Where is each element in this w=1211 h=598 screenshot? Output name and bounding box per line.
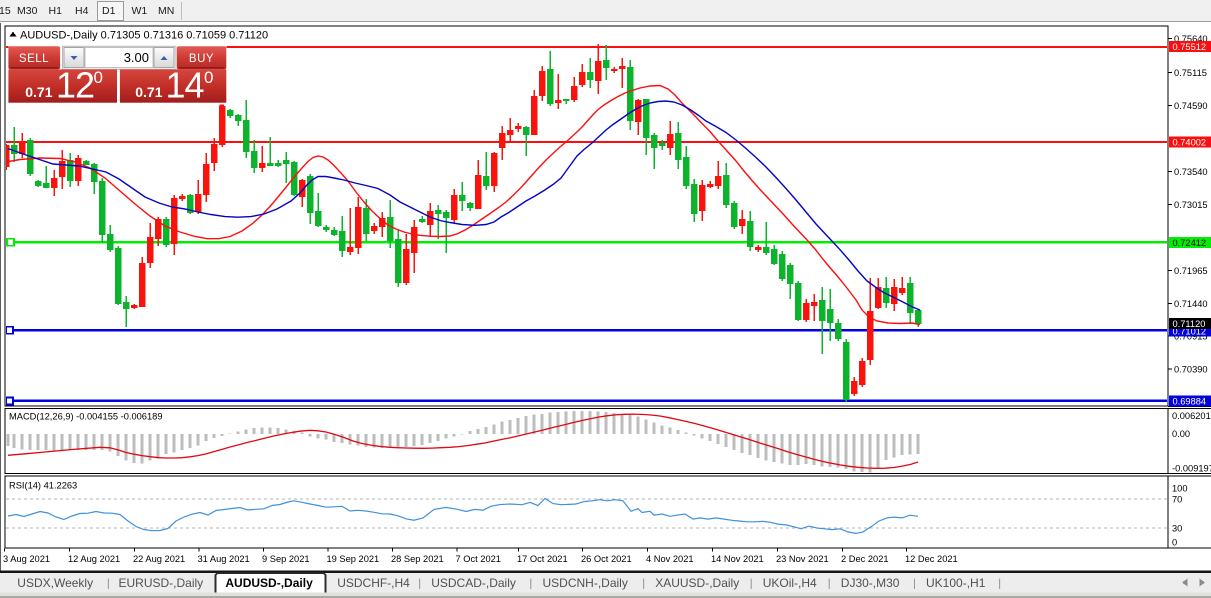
svg-text:H1: H1	[49, 5, 63, 17]
svg-text:USDX,Weekly: USDX,Weekly	[17, 576, 93, 590]
svg-text:14 Nov 2021: 14 Nov 2021	[711, 554, 764, 564]
svg-text:31 Aug 2021: 31 Aug 2021	[198, 554, 250, 564]
svg-text:XAUUSD-,Daily: XAUUSD-,Daily	[655, 576, 739, 590]
svg-text:BUY: BUY	[189, 53, 214, 65]
svg-text:UK100-,H1: UK100-,H1	[926, 576, 986, 590]
svg-text:RSI(14) 41.2263: RSI(14) 41.2263	[9, 481, 77, 491]
svg-text:|: |	[998, 578, 1001, 590]
svg-text:0.006201: 0.006201	[1172, 411, 1211, 421]
svg-text:0.71: 0.71	[25, 84, 52, 100]
svg-text:0.71965: 0.71965	[1174, 266, 1208, 276]
svg-text:4 Nov 2021: 4 Nov 2021	[646, 554, 694, 564]
svg-text:0.72412: 0.72412	[1173, 238, 1207, 248]
svg-text:23 Nov 2021: 23 Nov 2021	[776, 554, 829, 564]
svg-text:2 Dec 2021: 2 Dec 2021	[841, 554, 889, 564]
svg-text:MACD(12,26,9) -0.004155 -0.006: MACD(12,26,9) -0.004155 -0.006189	[9, 412, 163, 422]
svg-text:0.71440: 0.71440	[1174, 299, 1208, 309]
svg-text:9 Sep 2021: 9 Sep 2021	[262, 554, 310, 564]
svg-text:70: 70	[1172, 495, 1182, 505]
svg-text:0.75115: 0.75115	[1174, 68, 1207, 78]
svg-text:7 Oct 2021: 7 Oct 2021	[456, 554, 501, 564]
svg-text:19 Sep 2021: 19 Sep 2021	[327, 554, 380, 564]
svg-text:15: 15	[0, 5, 11, 17]
svg-text:D1: D1	[102, 5, 116, 17]
svg-text:12 Aug 2021: 12 Aug 2021	[68, 554, 120, 564]
svg-text:3.00: 3.00	[124, 50, 149, 65]
svg-text:0.71120: 0.71120	[1173, 319, 1206, 329]
svg-text:0: 0	[1172, 538, 1177, 548]
svg-text:USDCHF-,H4: USDCHF-,H4	[337, 576, 410, 590]
svg-text:12 Dec 2021: 12 Dec 2021	[905, 554, 958, 564]
svg-text:12: 12	[56, 65, 94, 106]
svg-text:100: 100	[1172, 484, 1188, 494]
svg-text:17 Oct 2021: 17 Oct 2021	[517, 554, 568, 564]
svg-text:-0.009197: -0.009197	[1172, 464, 1211, 474]
svg-text:EURUSD-,Daily: EURUSD-,Daily	[119, 576, 204, 590]
svg-text:M30: M30	[17, 5, 38, 17]
svg-text:0.73015: 0.73015	[1174, 200, 1208, 210]
svg-text:30: 30	[1172, 524, 1182, 534]
svg-text:0.74590: 0.74590	[1174, 101, 1208, 111]
svg-text:DJ30-,M30: DJ30-,M30	[841, 576, 900, 590]
svg-text:0.75512: 0.75512	[1173, 42, 1207, 52]
svg-text:AUDUSD-,Daily: AUDUSD-,Daily	[225, 576, 313, 590]
svg-text:|: |	[750, 578, 753, 590]
svg-text:26 Oct 2021: 26 Oct 2021	[581, 554, 632, 564]
svg-text:0.00: 0.00	[1172, 429, 1190, 439]
svg-text:|: |	[828, 578, 831, 590]
svg-text:|: |	[418, 578, 421, 590]
svg-text:USDCAD-,Daily: USDCAD-,Daily	[431, 576, 516, 590]
svg-text:0.74002: 0.74002	[1173, 138, 1207, 148]
svg-text:28 Sep 2021: 28 Sep 2021	[391, 554, 444, 564]
svg-text:W1: W1	[132, 5, 148, 17]
svg-text:SELL: SELL	[19, 53, 49, 65]
svg-text:|: |	[107, 578, 110, 590]
svg-text:14: 14	[166, 65, 204, 106]
svg-text:3 Aug 2021: 3 Aug 2021	[3, 554, 50, 564]
svg-text:0.70390: 0.70390	[1174, 365, 1208, 375]
svg-text:22 Aug 2021: 22 Aug 2021	[133, 554, 185, 564]
svg-text:H4: H4	[75, 5, 89, 17]
svg-text:0.75640: 0.75640	[1174, 34, 1208, 44]
svg-text:|: |	[642, 578, 645, 590]
svg-text:MN: MN	[158, 5, 174, 17]
svg-text:0.71012: 0.71012	[1173, 327, 1207, 337]
svg-text:0: 0	[94, 68, 103, 87]
svg-text:AUDUSD-,Daily 0.71305 0.71316: AUDUSD-,Daily 0.71305 0.71316 0.71059 0.…	[20, 30, 268, 42]
svg-text:|: |	[913, 578, 916, 590]
svg-text:UKOil-,H4: UKOil-,H4	[763, 576, 817, 590]
svg-text:0: 0	[204, 68, 213, 87]
svg-text:0.73540: 0.73540	[1174, 167, 1208, 177]
svg-text:|: |	[529, 578, 532, 590]
svg-text:0.69884: 0.69884	[1173, 396, 1207, 406]
svg-text:USDCNH-,Daily: USDCNH-,Daily	[543, 576, 628, 590]
svg-text:0.71: 0.71	[135, 84, 162, 100]
